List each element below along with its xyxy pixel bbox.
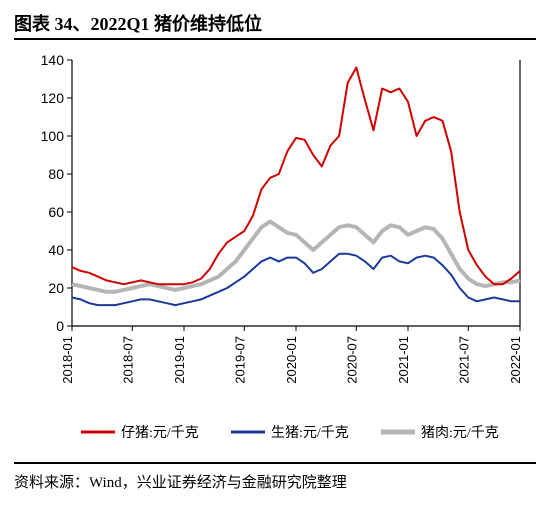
- x-tick-label: 2020-07: [344, 336, 359, 384]
- x-tick-label: 2018-07: [120, 336, 135, 384]
- y-tick-label: 140: [41, 52, 65, 68]
- series-piglet: [72, 68, 520, 285]
- x-tick-label: 2019-01: [172, 336, 187, 384]
- y-tick-label: 20: [48, 280, 64, 296]
- series-hog: [72, 254, 520, 305]
- legend-label: 猪肉:元/千克: [421, 425, 499, 441]
- legend-label: 生猪:元/千克: [271, 425, 349, 441]
- y-tick-label: 100: [41, 128, 65, 144]
- x-tick-label: 2018-01: [60, 336, 75, 384]
- y-tick-label: 120: [41, 90, 65, 106]
- y-tick-label: 0: [56, 318, 64, 334]
- x-tick-label: 2021-01: [396, 336, 411, 384]
- data-source: 资料来源：Wind，兴业证券经济与金融研究院整理: [14, 471, 347, 492]
- x-tick-label: 2019-07: [232, 336, 247, 384]
- y-tick-label: 60: [48, 204, 64, 220]
- legend-label: 仔猪:元/千克: [121, 425, 199, 441]
- price-chart: 0 20 40 60 80 100 120 140 2018-01 2018-07 2019-01 2…: [0, 0, 550, 508]
- x-tick-label: 2022-01: [508, 336, 523, 384]
- y-tick-label: 40: [48, 242, 64, 258]
- x-tick-label: 2021-07: [456, 336, 471, 384]
- x-tick-label: 2020-01: [284, 336, 299, 384]
- bottom-rule: [14, 462, 536, 464]
- y-tick-label: 80: [48, 166, 64, 182]
